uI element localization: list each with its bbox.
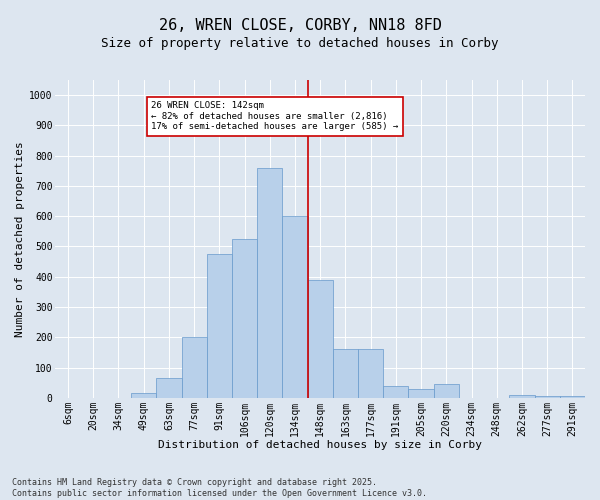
Bar xyxy=(207,254,232,398)
Bar xyxy=(535,396,560,398)
Bar xyxy=(358,350,383,398)
Bar xyxy=(509,395,535,398)
Bar xyxy=(333,350,358,398)
X-axis label: Distribution of detached houses by size in Corby: Distribution of detached houses by size … xyxy=(158,440,482,450)
Bar xyxy=(283,216,308,398)
Bar xyxy=(157,378,182,398)
Bar xyxy=(308,280,333,398)
Text: 26 WREN CLOSE: 142sqm
← 82% of detached houses are smaller (2,816)
17% of semi-d: 26 WREN CLOSE: 142sqm ← 82% of detached … xyxy=(151,101,398,131)
Text: Size of property relative to detached houses in Corby: Size of property relative to detached ho… xyxy=(101,38,499,51)
Bar xyxy=(232,239,257,398)
Bar xyxy=(257,168,283,398)
Bar xyxy=(182,338,207,398)
Bar xyxy=(131,394,157,398)
Bar xyxy=(560,396,585,398)
Bar xyxy=(383,386,409,398)
Y-axis label: Number of detached properties: Number of detached properties xyxy=(15,141,25,337)
Bar xyxy=(434,384,459,398)
Text: 26, WREN CLOSE, CORBY, NN18 8FD: 26, WREN CLOSE, CORBY, NN18 8FD xyxy=(158,18,442,32)
Bar xyxy=(409,390,434,398)
Text: Contains HM Land Registry data © Crown copyright and database right 2025.
Contai: Contains HM Land Registry data © Crown c… xyxy=(12,478,427,498)
